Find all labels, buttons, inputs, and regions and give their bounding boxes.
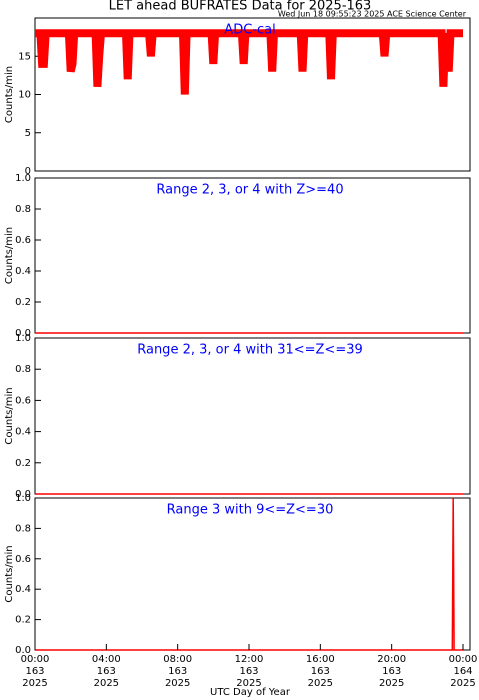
y-tick-label: 0 [25, 166, 31, 177]
y-axis-label: Counts/min [4, 227, 15, 284]
plot-frame [34, 177, 471, 334]
y-axis-label: Counts/min [4, 545, 15, 602]
x-tick-label: 00:00 164 2025 [449, 654, 478, 689]
y-tick-label: 15 [18, 51, 31, 62]
x-tick-label: 04:00 163 2025 [92, 654, 121, 689]
y-tick-label: 0.4 [15, 266, 31, 277]
panel-label: ADC-cal [224, 23, 275, 38]
x-tick-label: 08:00 163 2025 [163, 654, 192, 689]
x-axis-label: UTC Day of Year [210, 687, 291, 698]
plot-frame [34, 497, 471, 651]
x-tick-label: 20:00 163 2025 [377, 654, 406, 689]
y-tick-label: 0.8 [15, 204, 31, 215]
x-tick-label: 12:00 163 2025 [235, 654, 264, 689]
panel-label: Range 3 with 9<=Z<=30 [167, 503, 334, 518]
y-tick-label: 0.0 [15, 645, 31, 656]
plot-frame [34, 337, 471, 495]
chart-title: LET ahead BUFRATES Data for 2025-163 [109, 0, 372, 14]
data-line [35, 497, 463, 651]
panel-label: Range 2, 3, or 4 with 31<=Z<=39 [137, 343, 363, 358]
y-tick-label: 0.4 [15, 427, 31, 438]
y-tick-label: 0.0 [15, 489, 31, 500]
y-tick-label: 0.8 [15, 523, 31, 534]
y-tick-label: 0.4 [15, 584, 31, 595]
y-tick-label: 0.2 [15, 458, 31, 469]
y-tick-label: 0.2 [15, 297, 31, 308]
y-tick-label: 0.6 [15, 395, 31, 406]
x-tick-label: 00:00 163 2025 [21, 654, 50, 689]
y-tick-label: 5 [25, 128, 31, 139]
y-axis-label: Counts/min [4, 66, 15, 123]
y-tick-label: 1.0 [15, 333, 31, 344]
data-line [35, 29, 463, 95]
y-tick-label: 0.0 [15, 328, 31, 339]
y-tick-label: 0.6 [15, 235, 31, 246]
y-axis-label: Counts/min [4, 387, 15, 444]
y-tick-label: 0.2 [15, 615, 31, 626]
panel-label: Range 2, 3, or 4 with Z>=40 [156, 183, 343, 198]
y-tick-label: 0.6 [15, 554, 31, 565]
y-tick-label: 1.0 [15, 493, 31, 504]
chart-subtitle: Wed Jun 18 09:55:23 2025 ACE Science Cen… [278, 10, 467, 19]
x-tick-label: 16:00 163 2025 [306, 654, 335, 689]
y-tick-label: 10 [18, 90, 31, 101]
y-tick-label: 1.0 [15, 173, 31, 184]
y-tick-label: 0.8 [15, 364, 31, 375]
